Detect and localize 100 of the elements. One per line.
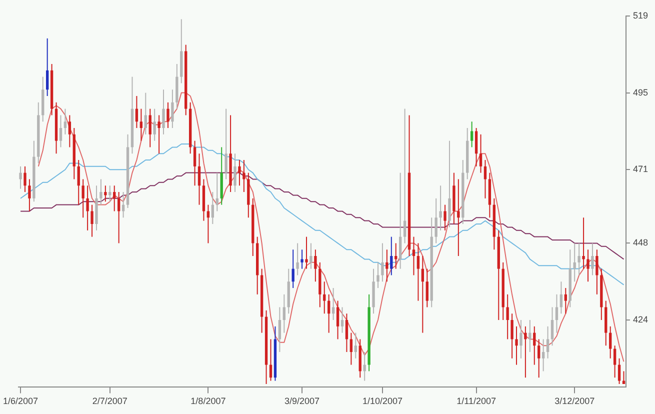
candlestick bbox=[193, 140, 196, 186]
x-tick-label: 1/10/2007 bbox=[362, 396, 402, 406]
candlestick bbox=[328, 294, 330, 334]
candlestick bbox=[381, 242, 384, 282]
candlestick bbox=[278, 306, 282, 352]
candlestick bbox=[474, 128, 478, 167]
candlestick bbox=[171, 89, 174, 128]
candlestick bbox=[238, 160, 241, 186]
candlestick bbox=[573, 242, 576, 282]
candlestick bbox=[376, 262, 380, 288]
candlestick bbox=[314, 249, 317, 282]
candlestick bbox=[390, 236, 393, 276]
candlestick bbox=[398, 172, 402, 270]
candlestick bbox=[269, 338, 272, 382]
candlestick bbox=[578, 242, 580, 276]
y-tick-label: 448 bbox=[632, 238, 648, 248]
candlestick bbox=[282, 294, 286, 334]
candlestick bbox=[140, 108, 143, 142]
candlestick bbox=[211, 192, 214, 224]
candlestick bbox=[416, 242, 420, 302]
candlestick bbox=[412, 236, 416, 276]
y-tick-label: 471 bbox=[632, 164, 648, 174]
candlestick bbox=[434, 198, 438, 244]
y-tick-label: 495 bbox=[632, 87, 648, 98]
candlestick bbox=[582, 217, 585, 270]
candlestick bbox=[24, 166, 26, 192]
candlestick bbox=[510, 313, 514, 359]
candlestick bbox=[524, 326, 527, 378]
x-tick-label: 3/9/2007 bbox=[284, 396, 320, 406]
candlestick bbox=[484, 160, 487, 199]
candlestick bbox=[162, 89, 165, 135]
candlestick bbox=[198, 153, 201, 206]
candlestick bbox=[166, 102, 170, 128]
y-tick-label: 424 bbox=[632, 314, 648, 324]
x-tick-label: 1/11/2007 bbox=[456, 396, 496, 406]
candlestick bbox=[332, 288, 335, 320]
candlestick bbox=[64, 108, 67, 135]
candlestick bbox=[117, 192, 120, 244]
candlestick bbox=[350, 332, 353, 366]
candlestick bbox=[104, 185, 107, 202]
candlestick bbox=[135, 96, 138, 128]
x-tick-label: 2/7/2007 bbox=[92, 396, 128, 406]
candlestick bbox=[533, 326, 536, 366]
candlestick bbox=[158, 114, 160, 154]
candlestick bbox=[206, 204, 210, 244]
candlestick bbox=[224, 108, 228, 180]
candlestick bbox=[323, 281, 326, 314]
candlestick bbox=[403, 108, 406, 244]
candlestick bbox=[305, 236, 308, 270]
x-tick-label: 1/8/2007 bbox=[190, 396, 226, 406]
candlestick bbox=[609, 326, 612, 359]
candlestick bbox=[340, 306, 344, 334]
candlestick bbox=[153, 108, 156, 142]
candlestick bbox=[386, 249, 388, 282]
candlestick bbox=[550, 306, 554, 346]
candlestick bbox=[296, 242, 299, 276]
candlestick bbox=[506, 294, 509, 340]
candlestick bbox=[310, 242, 312, 270]
candlestick bbox=[363, 352, 366, 382]
candlestick bbox=[234, 153, 236, 192]
candlestick bbox=[28, 178, 31, 212]
candlestick bbox=[77, 160, 80, 206]
candlestick bbox=[596, 249, 598, 295]
candlestick bbox=[68, 114, 72, 148]
candlestick bbox=[148, 108, 152, 148]
candlestick bbox=[19, 166, 22, 190]
candlestick bbox=[444, 204, 446, 231]
y-tick-label: 519 bbox=[632, 10, 648, 20]
candlestick bbox=[470, 121, 474, 148]
candlestick bbox=[448, 140, 451, 228]
candlestick bbox=[216, 172, 218, 212]
candlestick bbox=[555, 294, 558, 334]
candlestick bbox=[113, 185, 116, 212]
candlestick bbox=[144, 92, 147, 135]
candlestick bbox=[542, 338, 545, 372]
candlestick bbox=[46, 38, 49, 96]
candlestick bbox=[426, 268, 428, 308]
candlestick bbox=[242, 160, 246, 192]
candlestick bbox=[520, 320, 522, 359]
candlestick bbox=[90, 204, 94, 238]
candlestick bbox=[354, 332, 357, 359]
candlestick bbox=[100, 178, 102, 206]
candlestick bbox=[457, 178, 460, 256]
candlestick bbox=[528, 320, 532, 352]
candlestick bbox=[86, 185, 89, 231]
candlestick bbox=[564, 288, 567, 314]
candlestick bbox=[586, 249, 590, 282]
candlestick bbox=[59, 114, 62, 148]
candlestick bbox=[336, 300, 340, 340]
candlestick bbox=[546, 326, 550, 359]
candlestick bbox=[618, 358, 621, 384]
candlestick bbox=[591, 242, 594, 276]
candlestick bbox=[439, 185, 442, 231]
x-tick-label: 3/12/2007 bbox=[554, 396, 595, 406]
candlestick bbox=[560, 281, 563, 314]
candlestick bbox=[421, 256, 424, 334]
candlestick bbox=[300, 249, 304, 270]
candlestick bbox=[82, 178, 84, 218]
candlestick bbox=[538, 338, 540, 378]
candlestick bbox=[292, 249, 294, 288]
